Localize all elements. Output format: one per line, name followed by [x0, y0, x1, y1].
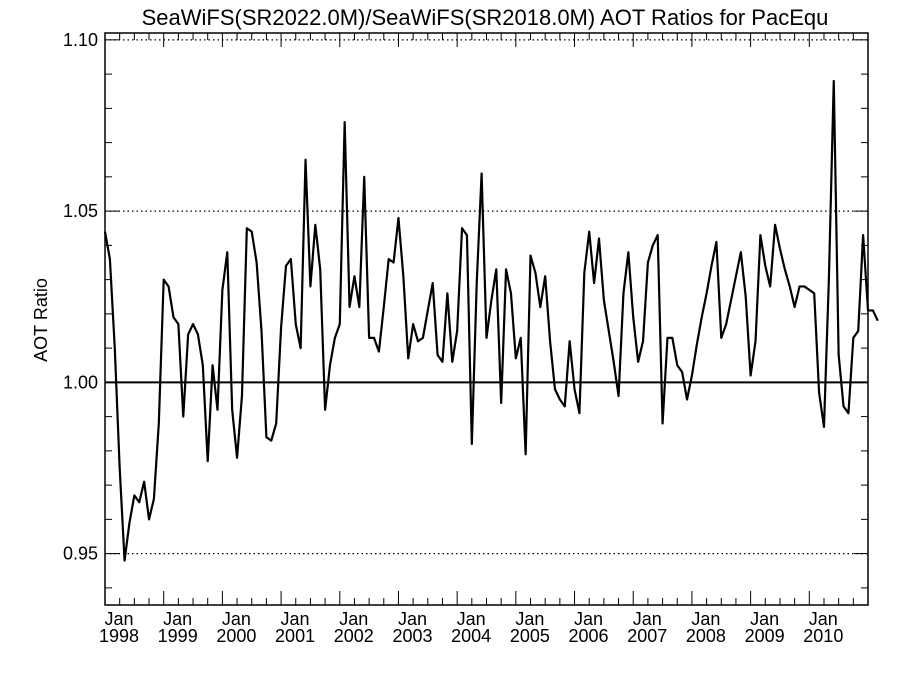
x-tick-year-label: 1999 [158, 626, 198, 646]
x-tick-year-label: 1998 [99, 626, 139, 646]
x-tick-year-label: 2010 [803, 626, 843, 646]
x-tick-month-label: Jan [281, 609, 310, 629]
chart-title: SeaWiFS(SR2022.0M)/SeaWiFS(SR2018.0M) AO… [142, 5, 829, 30]
x-tick-year-label: 2006 [569, 626, 609, 646]
x-tick-year-label: 2003 [392, 626, 432, 646]
y-tick-label: 0.95 [63, 544, 98, 564]
x-tick-year-label: 2007 [627, 626, 667, 646]
data-series [103, 79, 879, 562]
x-tick-month-label: Jan [809, 609, 838, 629]
x-tick-year-label: 2000 [216, 626, 256, 646]
x-tick-month-label: Jan [222, 609, 251, 629]
x-tick-month-label: Jan [339, 609, 368, 629]
y-tick-label: 1.05 [63, 201, 98, 221]
x-tick-month-label: Jan [515, 609, 544, 629]
tick-labels: 0.951.001.051.10Jan1998Jan1999Jan2000Jan… [63, 30, 843, 646]
x-tick-month-label: Jan [750, 609, 779, 629]
y-tick-label: 1.10 [63, 30, 98, 50]
reference-lines [105, 39, 868, 555]
x-tick-month-label: Jan [633, 609, 662, 629]
x-tick-month-label: Jan [457, 609, 486, 629]
y-axis-title: AOT Ratio [31, 278, 51, 362]
x-tick-month-label: Jan [163, 609, 192, 629]
x-tick-year-label: 2005 [510, 626, 550, 646]
x-tick-year-label: 2008 [686, 626, 726, 646]
x-tick-year-label: 2001 [275, 626, 315, 646]
x-tick-month-label: Jan [574, 609, 603, 629]
x-tick-year-label: 2002 [334, 626, 374, 646]
x-tick-month-label: Jan [398, 609, 427, 629]
axis-ticks [104, 33, 869, 605]
x-tick-month-label: Jan [691, 609, 720, 629]
y-tick-label: 1.00 [63, 372, 98, 392]
x-tick-year-label: 2004 [451, 626, 491, 646]
x-tick-year-label: 2009 [745, 626, 785, 646]
x-tick-month-label: Jan [104, 609, 133, 629]
series-line-0 [103, 79, 879, 562]
